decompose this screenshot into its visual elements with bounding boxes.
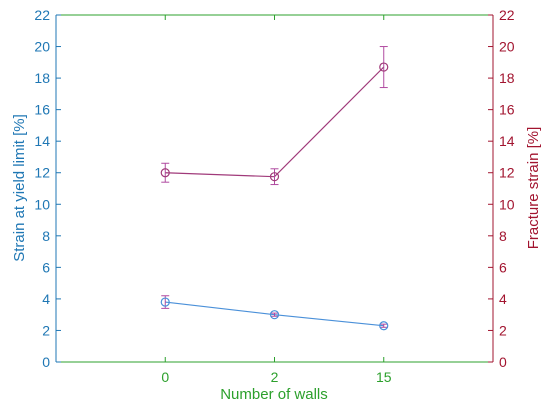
right-y-tick-label: 22: [499, 7, 515, 23]
left-y-tick-label: 6: [42, 259, 50, 275]
left-y-tick-label: 8: [42, 228, 50, 244]
left-y-tick-label: 18: [34, 70, 50, 86]
series-0-point: [160, 297, 170, 307]
right-y-tick-label: 2: [499, 322, 507, 338]
left-y-tick-label: 4: [42, 291, 50, 307]
left-y-tick-label: 14: [34, 133, 50, 149]
series-0-point: [379, 321, 389, 331]
series-1-point: [379, 62, 389, 72]
series-layer: [160, 46, 389, 331]
right-y-tick-label: 8: [499, 228, 507, 244]
right-y-tick-label: 6: [499, 259, 507, 275]
right-y-tick-label: 4: [499, 291, 507, 307]
right-y-tick-label: 20: [499, 39, 515, 55]
left-y-tick-label: 16: [34, 102, 50, 118]
series-1-point: [160, 168, 170, 178]
right-y-tick-label: 10: [499, 196, 515, 212]
series-1-point: [269, 172, 280, 182]
plot-area: [56, 15, 493, 362]
left-y-tick-label: 22: [34, 7, 50, 23]
right-y-tick-label: 14: [499, 133, 515, 149]
right-y-tick-label: 12: [499, 165, 515, 181]
right-y-axis-title: Fracture strain [%]: [525, 127, 542, 250]
left-y-tick-label: 10: [34, 196, 50, 212]
right-y-tick-label: 16: [499, 102, 515, 118]
x-tick-label: 15: [376, 369, 392, 385]
left-y-tick-label: 0: [42, 354, 50, 370]
x-tick-label: 2: [271, 369, 279, 385]
left-y-tick-label: 20: [34, 39, 50, 55]
series-0-point: [269, 310, 280, 320]
x-tick-label: 0: [161, 369, 169, 385]
left-y-axis-title: Strain at yield limit [%]: [11, 114, 28, 262]
left-y-tick-label: 2: [42, 322, 50, 338]
right-y-tick-label: 0: [499, 354, 507, 370]
left-y-tick-label: 12: [34, 165, 50, 181]
right-y-tick-label: 18: [499, 70, 515, 86]
x-axis-title: Number of walls: [220, 386, 328, 403]
